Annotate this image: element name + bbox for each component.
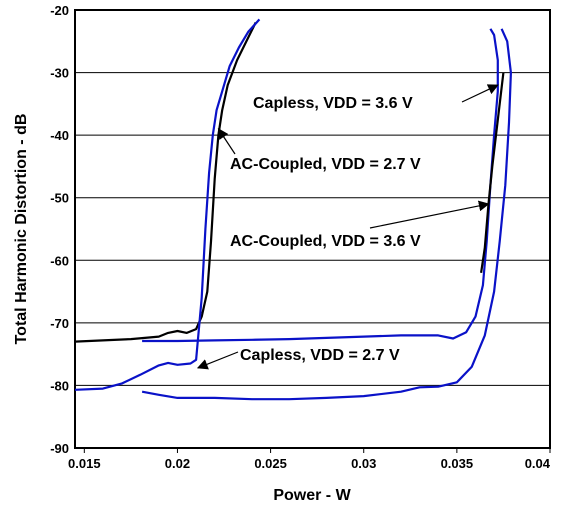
y-tick-label: -50 [50, 191, 69, 206]
x-tick-label: 0.035 [441, 456, 474, 471]
y-tick-label: -90 [50, 441, 69, 456]
x-axis-label: Power - W [273, 487, 351, 504]
y-tick-label: -30 [50, 66, 69, 81]
x-tick-label: 0.04 [525, 456, 551, 471]
annotation-label: AC-Coupled, VDD = 3.6 V [230, 233, 421, 250]
y-tick-label: -80 [50, 378, 69, 393]
x-tick-label: 0.015 [68, 456, 101, 471]
series-line-4 [141, 28, 512, 401]
x-tick-label: 0.02 [165, 456, 190, 471]
tick-labels: -20 -30 -40 -50 -60 -70 -80 -900.015 0.02 0.025 0.… [50, 3, 551, 471]
annotation-arrow [461, 84, 499, 103]
series-line-1 [74, 22, 257, 343]
annotation-label: Capless, VDD = 3.6 V [253, 95, 413, 112]
annotation-arrow [196, 351, 239, 370]
y-axis-label: Total Harmonic Distortion - dB [13, 114, 30, 345]
y-tick-label: -60 [50, 253, 69, 268]
y-tick-label: -20 [50, 3, 69, 18]
annotations: Capless, VDD = 3.6 V AC-Coupled, VDD = 2.… [196, 84, 499, 370]
series-line-5 [480, 72, 505, 273]
series-layer [74, 18, 512, 401]
annotation-arrow [217, 127, 236, 155]
x-tick-label: 0.025 [254, 456, 287, 471]
series-line-3 [142, 28, 499, 343]
y-tick-label: -70 [50, 316, 69, 331]
series-line-2 [74, 18, 261, 391]
x-tick-label: 0.03 [351, 456, 376, 471]
annotation-arrow [369, 200, 490, 229]
gridlines [75, 72, 550, 386]
plot-frame [74, 9, 551, 449]
annotation-label: Capless, VDD = 2.7 V [240, 347, 400, 364]
annotation-label: AC-Coupled, VDD = 2.7 V [230, 156, 421, 173]
y-tick-label: -40 [50, 128, 69, 143]
